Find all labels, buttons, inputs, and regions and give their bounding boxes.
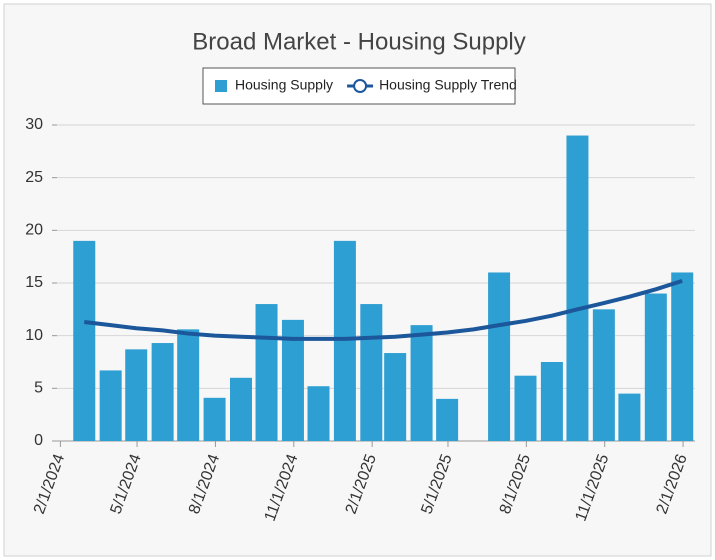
y-tick-label: 25 — [25, 169, 43, 186]
bar — [410, 325, 433, 441]
chart-title: Broad Market - Housing Supply — [192, 28, 526, 55]
bar — [436, 398, 459, 441]
bar — [255, 304, 278, 441]
legend-label: Housing Supply Trend — [379, 77, 517, 93]
bar — [125, 349, 148, 441]
bar — [566, 135, 589, 442]
y-tick-label: 5 — [34, 380, 43, 397]
legend-label: Housing Supply — [235, 77, 333, 93]
bar — [618, 393, 641, 441]
bar — [203, 397, 226, 441]
bar — [540, 362, 563, 441]
bar — [360, 304, 383, 441]
y-tick-label: 30 — [25, 116, 43, 133]
bar — [644, 293, 667, 441]
bar — [99, 370, 122, 441]
bar — [333, 240, 356, 441]
bar — [514, 375, 537, 441]
bar — [384, 353, 407, 441]
bar — [307, 386, 330, 441]
bar — [671, 272, 694, 441]
bar — [281, 319, 304, 441]
y-tick-label: 20 — [25, 222, 43, 239]
legend-swatch — [215, 80, 227, 92]
bar — [229, 377, 252, 441]
bar — [73, 240, 96, 441]
bar — [151, 343, 174, 441]
bar — [177, 329, 200, 441]
y-tick-label: 0 — [34, 432, 43, 449]
legend-marker — [353, 79, 368, 93]
y-tick-label: 10 — [25, 327, 43, 344]
bar — [488, 272, 511, 441]
y-tick-label: 15 — [25, 274, 43, 291]
trend-line — [84, 278, 683, 341]
bar — [592, 309, 615, 441]
